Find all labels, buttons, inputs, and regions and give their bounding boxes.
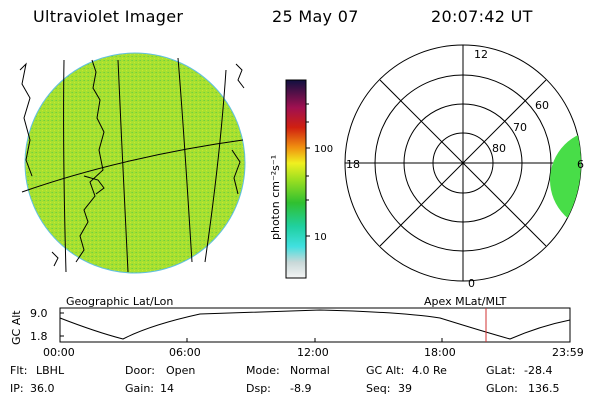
gain-label: Gain:	[125, 382, 154, 395]
x-tick-0600: 06:00	[169, 346, 201, 359]
mlt-label-0: 0	[468, 277, 475, 290]
geographic-title: Geographic Lat/Lon	[66, 295, 173, 308]
colorbar-tick-10: 10	[314, 232, 327, 243]
glat-value: -28.4	[524, 364, 553, 377]
filter-value: LBHL	[36, 364, 65, 377]
apex-title: Apex MLat/MLT	[424, 295, 507, 308]
polar-plot: 12 18 0 6 60 70 80	[344, 44, 584, 290]
dsp-value: -8.9	[290, 382, 312, 395]
y-tick-1-8: 1.8	[30, 330, 48, 343]
x-tick-1200: 12:00	[297, 346, 329, 359]
lat-label-70: 70	[513, 121, 527, 134]
glon-label: GLon:	[486, 382, 518, 395]
glon-value: 136.5	[528, 382, 560, 395]
colorbar-unit-label: photon cm⁻²s⁻¹	[269, 155, 282, 240]
y-axis-label: GC Alt	[10, 310, 23, 345]
ip-label: IP:	[10, 382, 24, 395]
earth-image	[19, 52, 246, 274]
seq-label: Seq:	[366, 382, 391, 395]
lat-label-60: 60	[535, 99, 549, 112]
y-tick-9: 9.0	[30, 307, 48, 320]
orbit-panel: Geographic Lat/Lon Apex MLat/MLT GC Alt …	[10, 295, 584, 359]
gc-alt-value: 4.0 Re	[412, 364, 447, 377]
mlt-label-6: 6	[577, 158, 584, 171]
colorbar-tick-100: 100	[314, 144, 333, 155]
x-tick-1800: 18:00	[424, 346, 456, 359]
seq-value: 39	[398, 382, 412, 395]
time-label: 20:07:42 UT	[431, 7, 533, 26]
lat-label-80: 80	[492, 142, 506, 155]
glat-label: GLat:	[486, 364, 516, 377]
instrument-title: Ultraviolet Imager	[33, 7, 184, 26]
x-tick-2359: 23:59	[552, 346, 584, 359]
gain-value: 14	[160, 382, 174, 395]
ip-value: 36.0	[30, 382, 55, 395]
mode-label: Mode:	[246, 364, 280, 377]
filter-label: Flt:	[10, 364, 28, 377]
mlt-label-12: 12	[474, 48, 488, 61]
mode-value: Normal	[290, 364, 330, 377]
dsp-label: Dsp:	[246, 382, 271, 395]
colorbar: 100 10 photon cm⁻²s⁻¹	[269, 79, 333, 279]
gc-alt-label: GC Alt:	[366, 364, 405, 377]
x-tick-0000: 00:00	[43, 346, 75, 359]
mlt-label-18: 18	[346, 158, 360, 171]
altitude-curve	[59, 309, 571, 340]
door-label: Door:	[125, 364, 155, 377]
door-value: Open	[166, 364, 196, 377]
date-label: 25 May 07	[272, 7, 359, 26]
